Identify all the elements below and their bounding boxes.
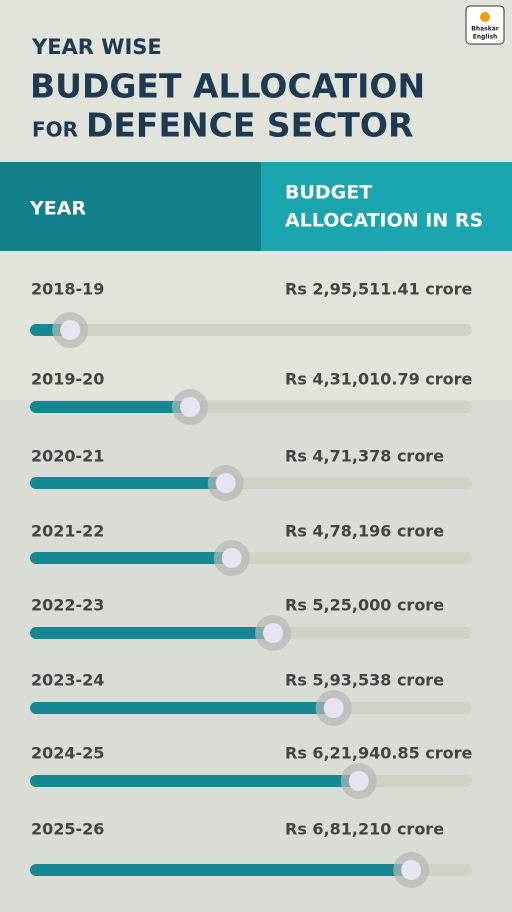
bar [30,552,232,564]
header-cell [0,162,261,251]
column-header: ALLOCATION IN RS [285,210,483,232]
value-label: Rs 5,93,538 crore [285,671,444,690]
logo [465,5,505,45]
logo-text: English [473,34,498,41]
bar [30,401,191,413]
knob [215,473,236,493]
value-label: Rs 2,95,511.41 crore [285,280,473,299]
knob [348,771,369,791]
year-label: 2022-23 [31,596,104,615]
value-label: Rs 5,25,000 crore [285,596,444,615]
bar [30,702,334,714]
logo-icon [480,12,490,22]
year-label: 2025-26 [31,820,104,839]
header-cell [261,162,512,251]
value-label: Rs 4,31,010.79 crore [285,370,473,389]
year-label: 2023-24 [31,671,104,690]
knob [221,548,242,568]
knob [323,698,344,718]
title-prefix: FOR [32,118,78,142]
year-label: 2020-21 [31,447,104,466]
value-label: Rs 4,78,196 crore [285,522,444,541]
year-label: 2021-22 [31,522,104,541]
bar [30,775,359,787]
year-label: 2018-19 [31,280,104,299]
bar [30,627,274,639]
value-label: Rs 6,81,210 crore [285,820,444,839]
logo-text: Bhaskar [471,26,499,33]
column-header: BUDGET [285,182,372,204]
knob [263,623,284,643]
column-header: YEAR [29,198,86,220]
year-label: 2019-20 [31,370,104,389]
knob [401,860,422,880]
value-label: Rs 6,21,940.85 crore [285,744,473,763]
bar [30,477,226,489]
subtitle: YEAR WISE [31,35,162,59]
title: DEFENCE SECTOR [86,106,413,145]
track [30,324,472,336]
bar [30,864,412,876]
value-label: Rs 4,71,378 crore [285,447,444,466]
knob [60,320,81,340]
year-label: 2024-25 [31,744,104,763]
title: BUDGET ALLOCATION [30,67,425,106]
knob [180,397,201,417]
